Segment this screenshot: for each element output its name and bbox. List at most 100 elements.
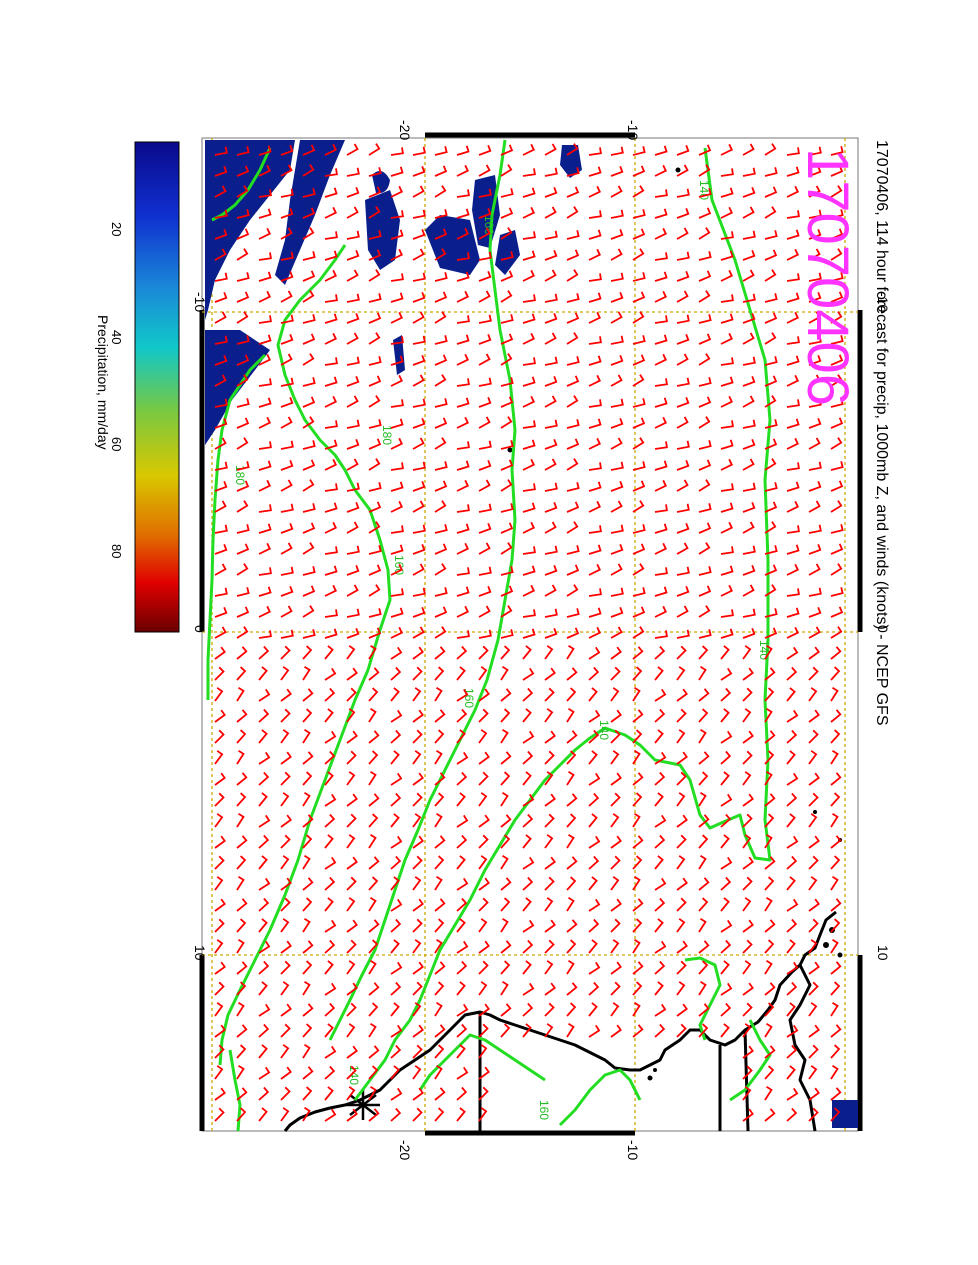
wind-barb (610, 687, 620, 702)
wind-barb (456, 1066, 469, 1080)
wind-barb (720, 960, 730, 975)
wind-barb (654, 940, 667, 954)
wind-barb (588, 981, 600, 996)
wind-barb (676, 918, 686, 933)
wind-barb (632, 146, 646, 156)
wind-barb (764, 395, 777, 408)
wind-barb (830, 646, 842, 660)
wind-barb (544, 982, 556, 996)
wind-barb (566, 919, 578, 933)
wind-barb (214, 792, 225, 807)
wind-barb (544, 482, 558, 492)
wind-barb (786, 588, 800, 597)
wind-barb (478, 585, 492, 597)
wind-barb (412, 626, 425, 639)
wind-barb (280, 1044, 290, 1059)
wind-barb (324, 708, 334, 723)
wind-barb (280, 771, 291, 786)
wind-barb (324, 294, 338, 303)
wind-barb (764, 770, 773, 786)
wind-barb (478, 960, 489, 975)
wind-barb (676, 605, 689, 618)
wind-barb (368, 707, 377, 723)
wind-barb (434, 461, 448, 471)
wind-barb (764, 293, 778, 303)
wind-barb (214, 209, 228, 219)
wind-barb (698, 164, 711, 177)
wind-barb (566, 1022, 575, 1038)
wind-barb (742, 939, 753, 954)
wind-barb (258, 792, 268, 807)
wind-barb (830, 606, 844, 618)
wind-barb (742, 419, 756, 429)
wind-barb (500, 290, 513, 303)
wind-barb (742, 521, 755, 534)
wind-barb (720, 584, 733, 597)
wind-barb (566, 687, 577, 702)
wind-barb (412, 461, 426, 471)
wind-barb (610, 709, 622, 723)
wind-barb (632, 185, 645, 198)
wind-barb (566, 750, 577, 765)
wind-barb (236, 543, 250, 555)
wind-barb (412, 876, 422, 891)
wind-barb (390, 229, 404, 240)
wind-barb (544, 167, 558, 177)
wind-barb (786, 462, 800, 471)
wind-barb (808, 209, 822, 219)
wind-barb (324, 1086, 334, 1101)
wind-barb (676, 855, 686, 870)
wind-barb (346, 206, 359, 219)
wind-barb (368, 1045, 380, 1059)
wind-barb (588, 481, 602, 492)
wind-barb (764, 856, 776, 870)
wind-barb (522, 250, 536, 261)
wind-barb (478, 940, 490, 954)
wind-barb (764, 750, 775, 765)
wind-barb (258, 290, 271, 303)
wind-barb (830, 729, 841, 744)
wind-barb (258, 708, 270, 723)
wind-barb (742, 750, 753, 765)
wind-barb (390, 813, 400, 828)
wind-barb (456, 630, 470, 639)
wind-barb (478, 270, 492, 282)
wind-barb (368, 501, 382, 513)
wind-barb (390, 248, 403, 261)
wind-barb (434, 812, 443, 828)
wind-barb (808, 918, 819, 933)
wind-barb (522, 813, 534, 828)
wind-barb (302, 854, 311, 870)
wind-barb (764, 730, 776, 744)
wind-barb (258, 877, 271, 891)
wind-barb (346, 1086, 356, 1101)
wind-barb (456, 960, 468, 975)
wind-barb (478, 645, 489, 660)
wind-barb (214, 165, 228, 177)
wind-barb (764, 143, 777, 156)
wind-barb (280, 290, 293, 303)
wind-barb (720, 856, 733, 870)
wind-barb (412, 311, 425, 324)
wind-barb (742, 1086, 752, 1101)
wind-barb (412, 666, 423, 681)
wind-barb (764, 608, 778, 618)
wind-barb (720, 206, 733, 219)
wind-barb (610, 374, 623, 387)
wind-barb (346, 813, 357, 828)
wind-barb (632, 855, 643, 870)
wind-barb (610, 311, 623, 324)
wind-barb (808, 1065, 818, 1080)
wind-barb (236, 146, 250, 156)
wind-barb (786, 399, 800, 408)
wind-barb (280, 503, 294, 513)
wind-barb (632, 272, 646, 282)
wind-barb (654, 729, 664, 744)
wind-barb (346, 332, 359, 345)
wind-barb (698, 605, 711, 618)
wind-barb (632, 228, 646, 240)
wind-barb (566, 770, 575, 786)
wind-barb (588, 792, 600, 807)
wind-barb (412, 835, 424, 849)
wind-barb (434, 981, 445, 996)
